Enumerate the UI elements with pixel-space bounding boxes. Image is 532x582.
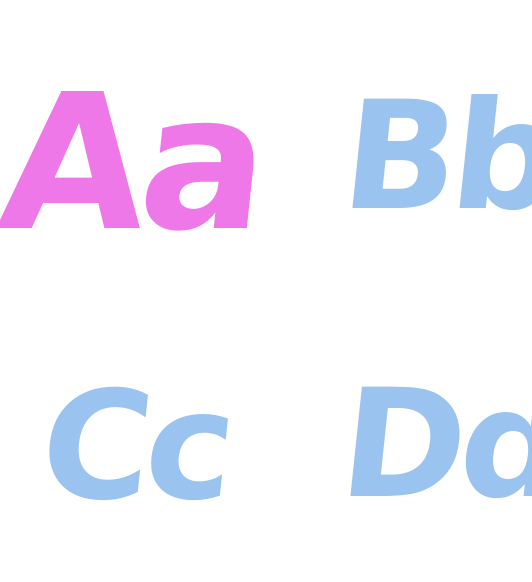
letter-pair-bb: Bb bbox=[334, 70, 532, 244]
letter-pair-cc: Cc bbox=[32, 360, 239, 534]
letter-pair-aa: Aa bbox=[0, 54, 274, 273]
letter-pair-dd: Dd bbox=[332, 358, 532, 532]
